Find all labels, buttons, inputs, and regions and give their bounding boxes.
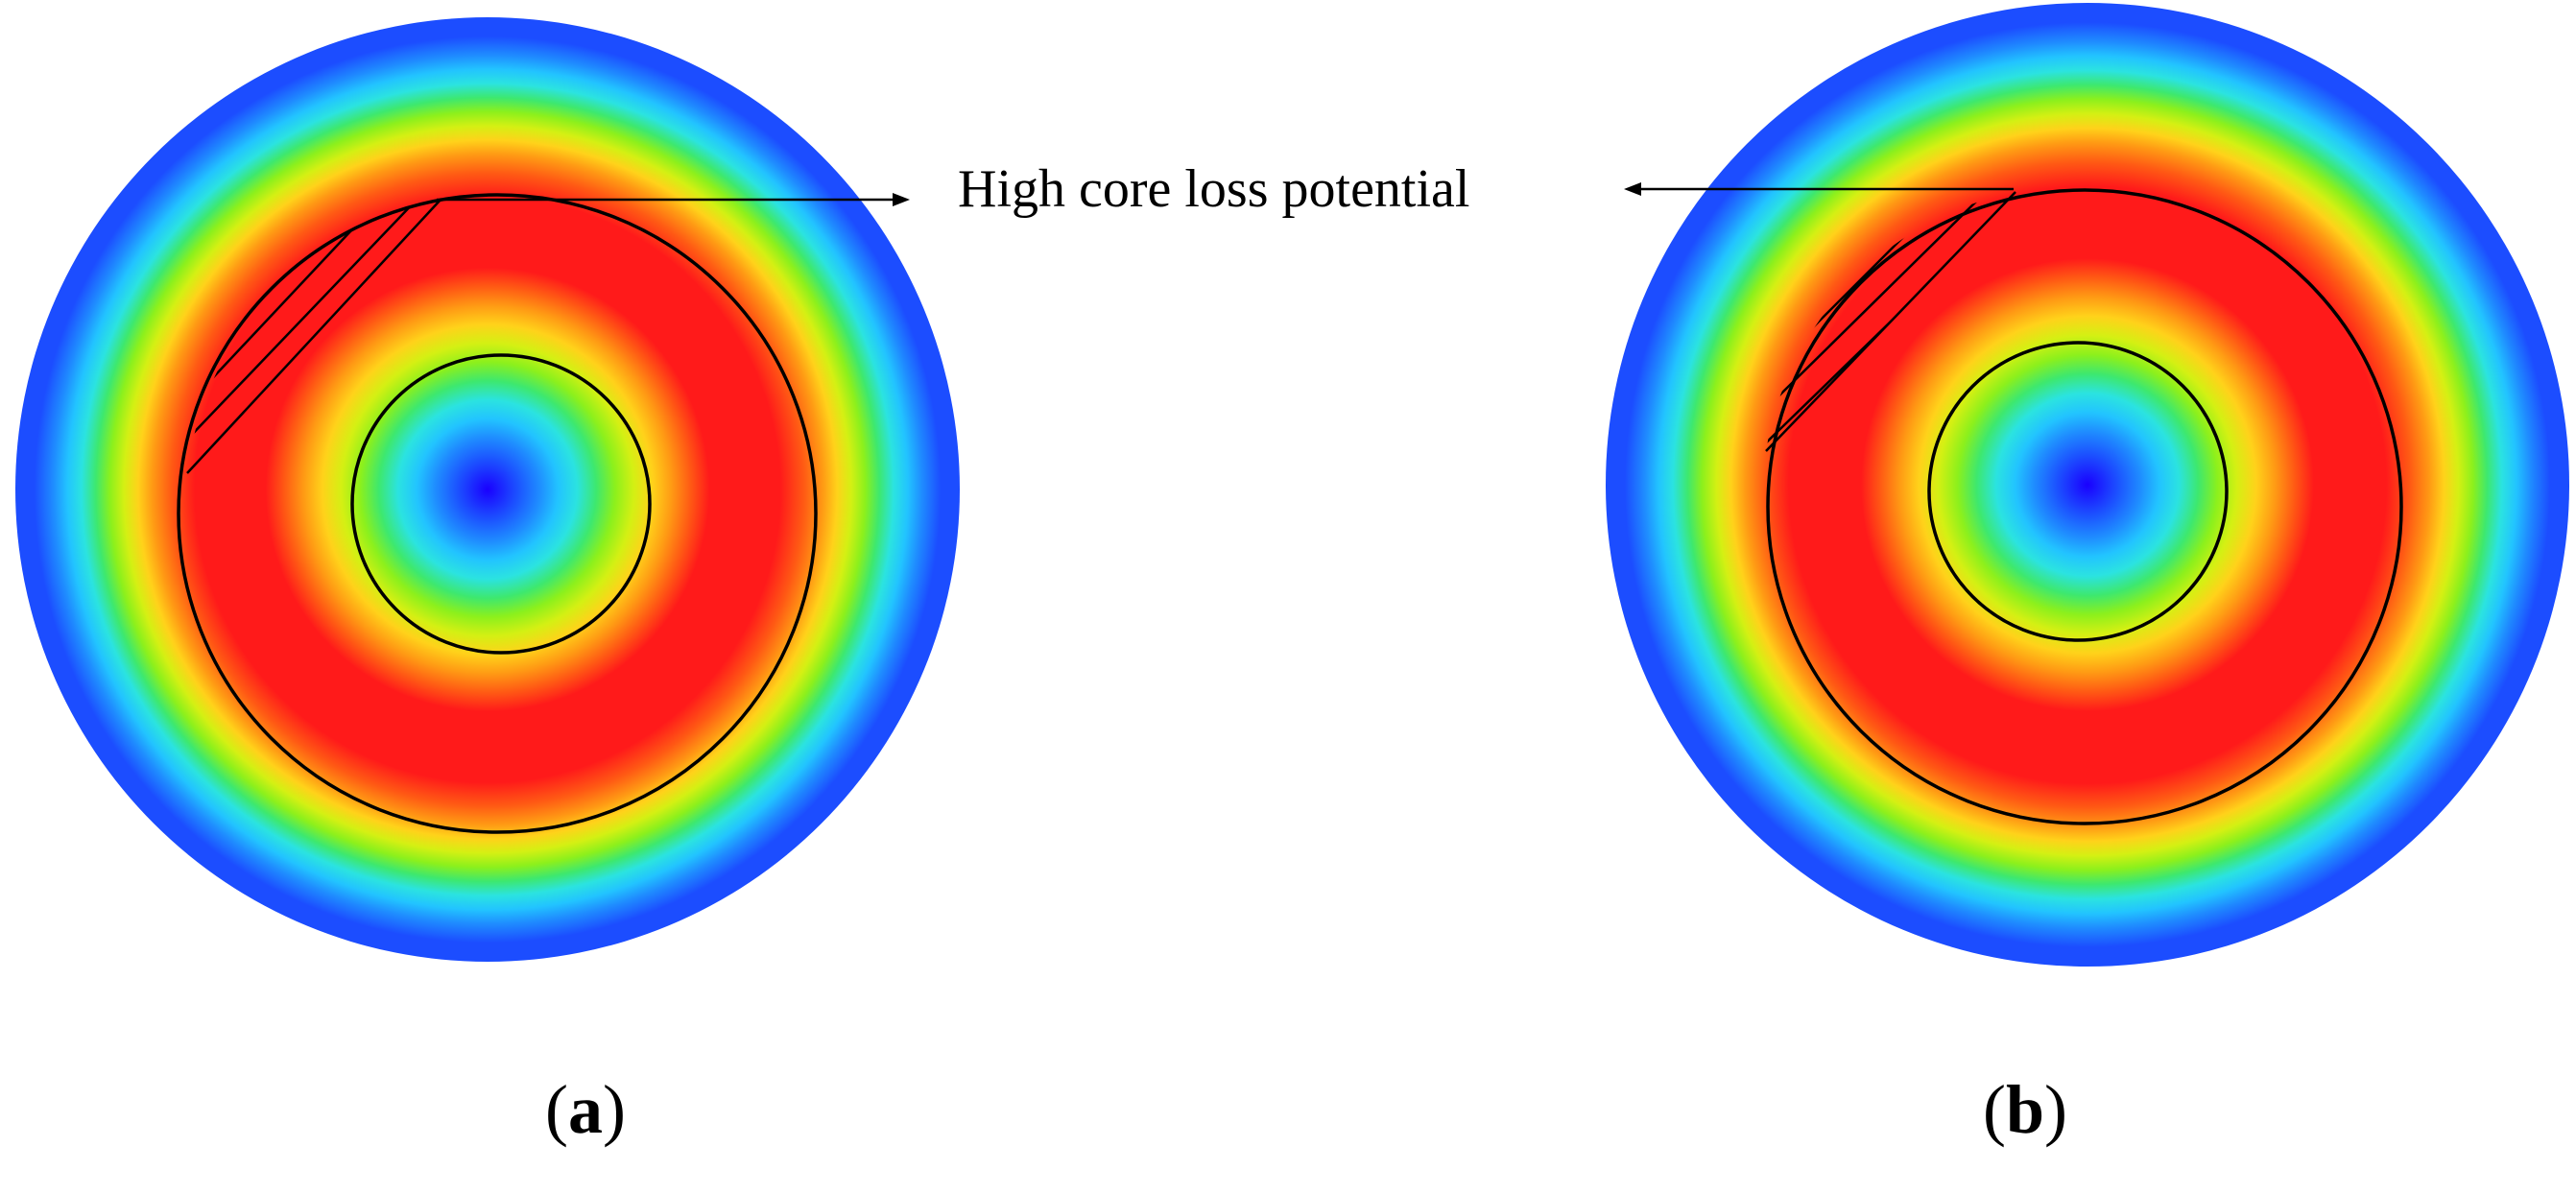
panel-a-caption-letter: a bbox=[568, 1071, 603, 1148]
panel-b-inner-boundary bbox=[1927, 341, 2229, 642]
panel-b-hatch-boundary bbox=[1765, 191, 2016, 452]
panel-a-hatch-boundary bbox=[186, 198, 442, 474]
panel-b-field-disk bbox=[1606, 3, 2569, 967]
panel-a-outer-boundary bbox=[177, 193, 818, 834]
panel-b-outer-boundary bbox=[1766, 188, 2403, 825]
panel-b-caption: (b) bbox=[1982, 1071, 2067, 1148]
panel-a-field-disk bbox=[15, 17, 960, 962]
arrow-from-label-head bbox=[1624, 182, 1641, 196]
panel-b-contour bbox=[1606, 3, 2569, 967]
annotation-arrows bbox=[437, 182, 2014, 206]
panel-a-caption: (a) bbox=[545, 1071, 626, 1148]
arrow-to-label-head bbox=[893, 193, 910, 206]
panel-b-caption-letter: b bbox=[2005, 1071, 2045, 1148]
panel-a-contour bbox=[15, 17, 960, 962]
panel-a-inner-boundary bbox=[350, 353, 652, 655]
annotation-text: High core loss potential bbox=[958, 159, 1469, 219]
